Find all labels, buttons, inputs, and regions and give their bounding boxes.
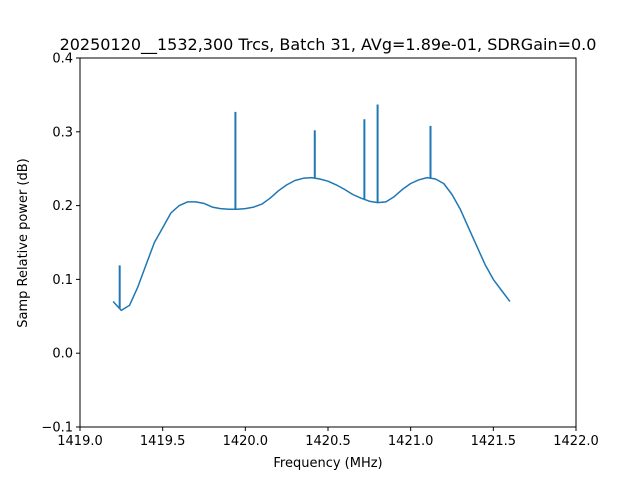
x-tick-label: 1420.0 [223,434,269,449]
x-tick-label: 1419.0 [57,434,103,449]
x-axis: 1419.0 1419.5 1420.0 1420.5 1421.0 1421.5 1422… [57,427,599,449]
y-tick-label: −0.1 [41,421,73,436]
x-axis-label: Frequency (MHz) [273,456,382,471]
x-tick-label: 1421.5 [471,434,517,449]
y-tick-label: 0.3 [52,125,73,140]
y-axis: −0.1 0.0 0.1 0.2 0.3 0.4 [41,52,80,436]
chart-title: 20250120__1532,300 Trcs, Batch 31, AVg=1… [60,35,597,55]
y-tick-label: 0.0 [52,347,73,362]
y-tick-label: 0.4 [52,52,73,67]
x-tick-label: 1421.0 [388,434,434,449]
plot-area [112,104,511,312]
x-tick-label: 1422.0 [553,434,599,449]
x-tick-label: 1419.5 [140,434,186,449]
y-tick-label: 0.2 [52,199,73,214]
spectrum-line [112,176,511,312]
y-axis-label: Samp Relative power (dB) [16,158,31,327]
y-tick-label: 0.1 [52,273,73,288]
x-tick-label: 1420.5 [305,434,351,449]
